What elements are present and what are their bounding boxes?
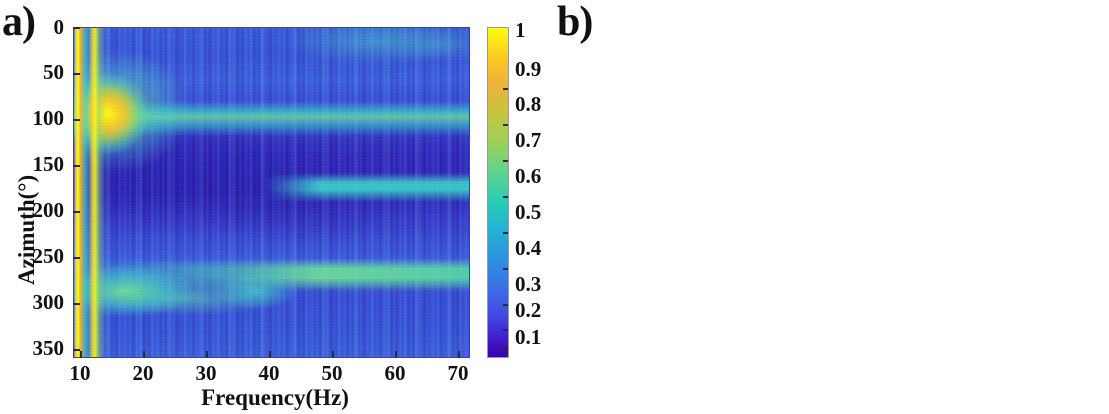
ytick-mark-a-150 (73, 165, 80, 167)
colorbar-a-tick-0.2 (503, 329, 508, 331)
ytick-mark-a-50 (73, 73, 80, 75)
xtick-mark-a-60 (395, 351, 397, 358)
xtick-label-a-20: 20 (132, 361, 154, 385)
xtick-label-a-40: 40 (258, 361, 280, 385)
xtick-mark-a-70 (458, 351, 460, 358)
colorbar-a-tick-0.6 (503, 196, 508, 198)
xtick-mark-a-10 (80, 351, 82, 358)
heatmap-a (73, 27, 470, 358)
xtick-label-a-50: 50 (321, 361, 343, 385)
colorbar-a-tick-0.5 (503, 232, 508, 234)
ytick-label-a-0: 0 (53, 15, 65, 39)
colorbar-a-label-0.8: 0.8 (515, 92, 542, 116)
colorbar-a-tick-0.3 (503, 304, 508, 306)
colorbar-a (487, 27, 509, 358)
colorbar-a-label-0.3: 0.3 (515, 272, 542, 296)
xtick-mark-a-40 (269, 351, 271, 358)
colorbar-a-label-0.2: 0.2 (515, 298, 542, 322)
panel-b: b) (555, 0, 1109, 414)
colorbar-a-label-0.5: 0.5 (515, 200, 542, 224)
ytick-label-a-250: 250 (32, 244, 65, 268)
colorbar-a-tick-0.1 (503, 347, 508, 349)
ytick-mark-a-0 (73, 27, 80, 29)
heatmap-a-noise-overlay (74, 28, 469, 357)
y-axis-title-a: Azimuth(°) (14, 174, 39, 285)
x-axis-title-a: Frequency(Hz) (201, 385, 349, 410)
xtick-label-a-30: 30 (195, 361, 217, 385)
ytick-mark-a-350 (73, 349, 80, 351)
colorbar-a-tick-0.9 (503, 88, 508, 90)
colorbar-a-label-0.7: 0.7 (515, 128, 542, 152)
xtick-mark-a-20 (143, 351, 145, 358)
ytick-mark-a-300 (73, 303, 80, 305)
ytick-label-a-300: 300 (32, 290, 65, 314)
colorbar-a-label-0.4: 0.4 (515, 236, 542, 260)
colorbar-a-label-1: 1 (515, 18, 526, 42)
colorbar-a-tick-0.8 (503, 124, 508, 126)
ytick-mark-a-250 (73, 257, 80, 259)
panel-a-tag: a) (2, 0, 36, 45)
colorbar-a-tick-0.4 (503, 268, 508, 270)
colorbar-a-label-0.1: 0.1 (515, 325, 542, 349)
heatmap-a-left-stripe2 (74, 28, 469, 357)
ytick-label-a-100: 100 (32, 106, 65, 130)
ytick-label-a-200: 200 (32, 198, 65, 222)
ytick-label-a-150: 150 (32, 152, 65, 176)
ytick-label-a-50: 50 (43, 60, 64, 84)
xtick-mark-a-30 (206, 351, 208, 358)
xtick-mark-a-50 (332, 351, 334, 358)
colorbar-a-tick-0.7 (503, 160, 508, 162)
ytick-mark-a-100 (73, 119, 80, 121)
xtick-label-a-70: 70 (447, 361, 469, 385)
colorbar-a-label-0.6: 0.6 (515, 164, 542, 188)
panel-a: a) (2, 0, 542, 410)
ytick-label-a-350: 350 (32, 336, 65, 360)
colorbar-a-label-0.9: 0.9 (515, 57, 542, 81)
panel-b-tag: b) (557, 0, 593, 45)
colorbar-a-gradient (488, 28, 508, 357)
xtick-label-a-60: 60 (384, 361, 406, 385)
xtick-label-a-10: 10 (69, 361, 91, 385)
ytick-mark-a-200 (73, 211, 80, 213)
